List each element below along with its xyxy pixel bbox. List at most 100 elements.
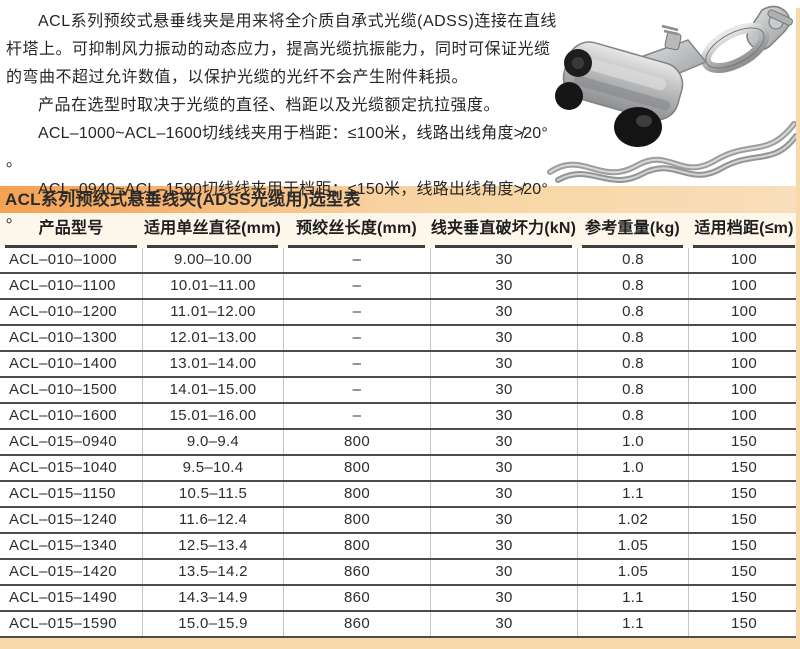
table-row: ACL–015–1240 11.6–12.4 800 30 1.02 150 (0, 508, 800, 534)
table-cell: ACL–010–1600 (9, 407, 117, 424)
table-cell: – (283, 352, 430, 376)
table-cell: 11.6–12.4 (142, 508, 283, 532)
intro-text-block: ACL系列预绞式悬垂线夹是用来将全介质自承式光缆(ADSS)连接在直线杆塔上。可… (6, 8, 566, 232)
table-body: ACL–010–1000 9.00–10.00–30 0.8 100 ACL–010–1… (0, 248, 800, 638)
table-cell: ACL–015–1040 (9, 459, 117, 476)
table-cell: 15.0–15.9 (142, 612, 283, 636)
table-cell: ACL–015–1590 (9, 615, 117, 632)
table-cell: – (283, 378, 430, 402)
table-cell: 14.3–14.9 (142, 586, 283, 610)
table-row: ACL–015–1590 15.0–15.9 860 30 1.1 150 (0, 612, 800, 638)
table-cell: 10.01–11.00 (142, 274, 283, 298)
table-cell: 30 (430, 404, 577, 428)
table-cell: 30 (430, 430, 577, 454)
table-cell: 30 (430, 300, 577, 324)
table-row: ACL–010–1400 13.01–14.00–30 0.8 100 (0, 352, 800, 378)
table-row: ACL–010–1200 11.01–12.00–30 0.8 100 (0, 300, 800, 326)
shackle-link (700, 5, 793, 74)
table-row: ACL–010–1100 10.01–11.00–30 0.8 100 (0, 274, 800, 300)
table-cell: 12.01–13.00 (142, 326, 283, 350)
table-cell: 30 (430, 326, 577, 350)
table-cell: ACL–010–1300 (9, 329, 117, 346)
table-cell: ACL–015–1420 (9, 563, 117, 580)
table-cell: 800 (283, 482, 430, 506)
table-cell: 860 (283, 612, 430, 636)
table-cell: 30 (430, 534, 577, 558)
column-header: 参考重量(kg) (577, 213, 688, 248)
table-cell: – (283, 326, 430, 350)
table-cell: 800 (283, 534, 430, 558)
table-cell: 15.01–16.00 (142, 404, 283, 428)
table-cell: 1.1 (577, 482, 688, 506)
suspension-clamp-illustration (547, 5, 799, 183)
table-cell: 9.00–10.00 (142, 248, 283, 272)
table-cell: 100 (688, 248, 800, 272)
column-header: 适用单丝直径(mm) (142, 213, 283, 248)
table-cell: 860 (283, 586, 430, 610)
table-cell: 1.0 (577, 430, 688, 454)
table-cell: 30 (430, 508, 577, 532)
table-cell: 1.05 (577, 534, 688, 558)
table-cell: 150 (688, 534, 800, 558)
table-cell: 30 (430, 378, 577, 402)
table-cell: ACL–010–1400 (9, 355, 117, 372)
table-cell: 12.5–13.4 (142, 534, 283, 558)
table-cell: 30 (430, 248, 577, 272)
table-cell: 30 (430, 586, 577, 610)
table-cell: ACL–010–1100 (9, 277, 116, 294)
table-row: ACL–015–1340 12.5–13.4 800 30 1.05 150 (0, 534, 800, 560)
selection-table: 产品型号 适用单丝直径(mm) 预绞丝长度(mm) 线夹垂直破坏力(kN) 参考重量(k… (0, 213, 800, 638)
table-cell: 14.01–15.00 (142, 378, 283, 402)
table-cell: 13.01–14.00 (142, 352, 283, 376)
spec-line-2: ACL–0940~ACL–1590切线线夹用于档距：≤150米，线路出线角度≯2… (6, 181, 548, 226)
table-cell: – (283, 274, 430, 298)
table-cell: 800 (283, 508, 430, 532)
table-title: ACL系列预绞式悬垂线夹(ADSS光缆用)选型表 (5, 190, 361, 209)
column-header: 线夹垂直破坏力(kN) (430, 213, 577, 248)
table-row: ACL–010–1500 14.01–15.00–30 0.8 100 (0, 378, 800, 404)
table-row: ACL–015–1150 10.5–11.5 800 30 1.1 150 (0, 482, 800, 508)
spec-line-1: ACL–1000~ACL–1600切线线夹用于档距：≤100米，线路出线角度≯2… (6, 125, 548, 170)
table-cell: 30 (430, 612, 577, 636)
preformed-rods (547, 121, 799, 183)
page-edge-bottom (0, 638, 800, 649)
table-cell: 150 (688, 612, 800, 636)
table-cell: – (283, 404, 430, 428)
table-cell: 0.8 (577, 300, 688, 324)
page-edge-right (796, 8, 800, 649)
table-cell: ACL–010–1200 (9, 303, 117, 320)
table-cell: 100 (688, 300, 800, 324)
table-cell: 30 (430, 352, 577, 376)
table-cell: 100 (688, 378, 800, 402)
selection-note: 产品在选型时取决于光缆的直径、档距以及光缆额定抗拉强度。 (38, 97, 501, 114)
table-cell: – (283, 300, 430, 324)
table-header-row: 产品型号 适用单丝直径(mm) 预绞丝长度(mm) 线夹垂直破坏力(kN) 参考重量(k… (0, 213, 800, 248)
table-cell: 100 (688, 352, 800, 376)
table-cell: 13.5–14.2 (142, 560, 283, 584)
table-cell: 150 (688, 430, 800, 454)
table-cell: 800 (283, 430, 430, 454)
table-cell: 1.05 (577, 560, 688, 584)
table-row: ACL–015–0940 9.0–9.4 800 30 1.0 150 (0, 430, 800, 456)
table-cell: 0.8 (577, 378, 688, 402)
intro-paragraph: ACL系列预绞式悬垂线夹是用来将全介质自承式光缆(ADSS)连接在直线杆塔上。可… (6, 13, 557, 86)
table-row: ACL–010–1000 9.00–10.00–30 0.8 100 (0, 248, 800, 274)
table-cell: 0.8 (577, 352, 688, 376)
table-cell: 860 (283, 560, 430, 584)
table-cell: – (283, 248, 430, 272)
product-photo-suspension-clamp (538, 0, 800, 186)
table-cell: 9.0–9.4 (142, 430, 283, 454)
table-cell: 10.5–11.5 (142, 482, 283, 506)
table-row: ACL–015–1420 13.5–14.2 860 30 1.05 150 (0, 560, 800, 586)
table-cell: 1.1 (577, 586, 688, 610)
table-cell: 150 (688, 586, 800, 610)
table-cell: ACL–015–1340 (9, 537, 117, 554)
column-header: 预绞丝长度(mm) (283, 213, 430, 248)
table-cell: 0.8 (577, 274, 688, 298)
table-cell: 1.0 (577, 456, 688, 480)
table-cell: ACL–015–0940 (9, 433, 117, 450)
column-header: 适用档距(≤m) (688, 213, 800, 248)
table-cell: 1.02 (577, 508, 688, 532)
table-cell: 0.8 (577, 248, 688, 272)
table-row: ACL–015–1490 14.3–14.9 860 30 1.1 150 (0, 586, 800, 612)
